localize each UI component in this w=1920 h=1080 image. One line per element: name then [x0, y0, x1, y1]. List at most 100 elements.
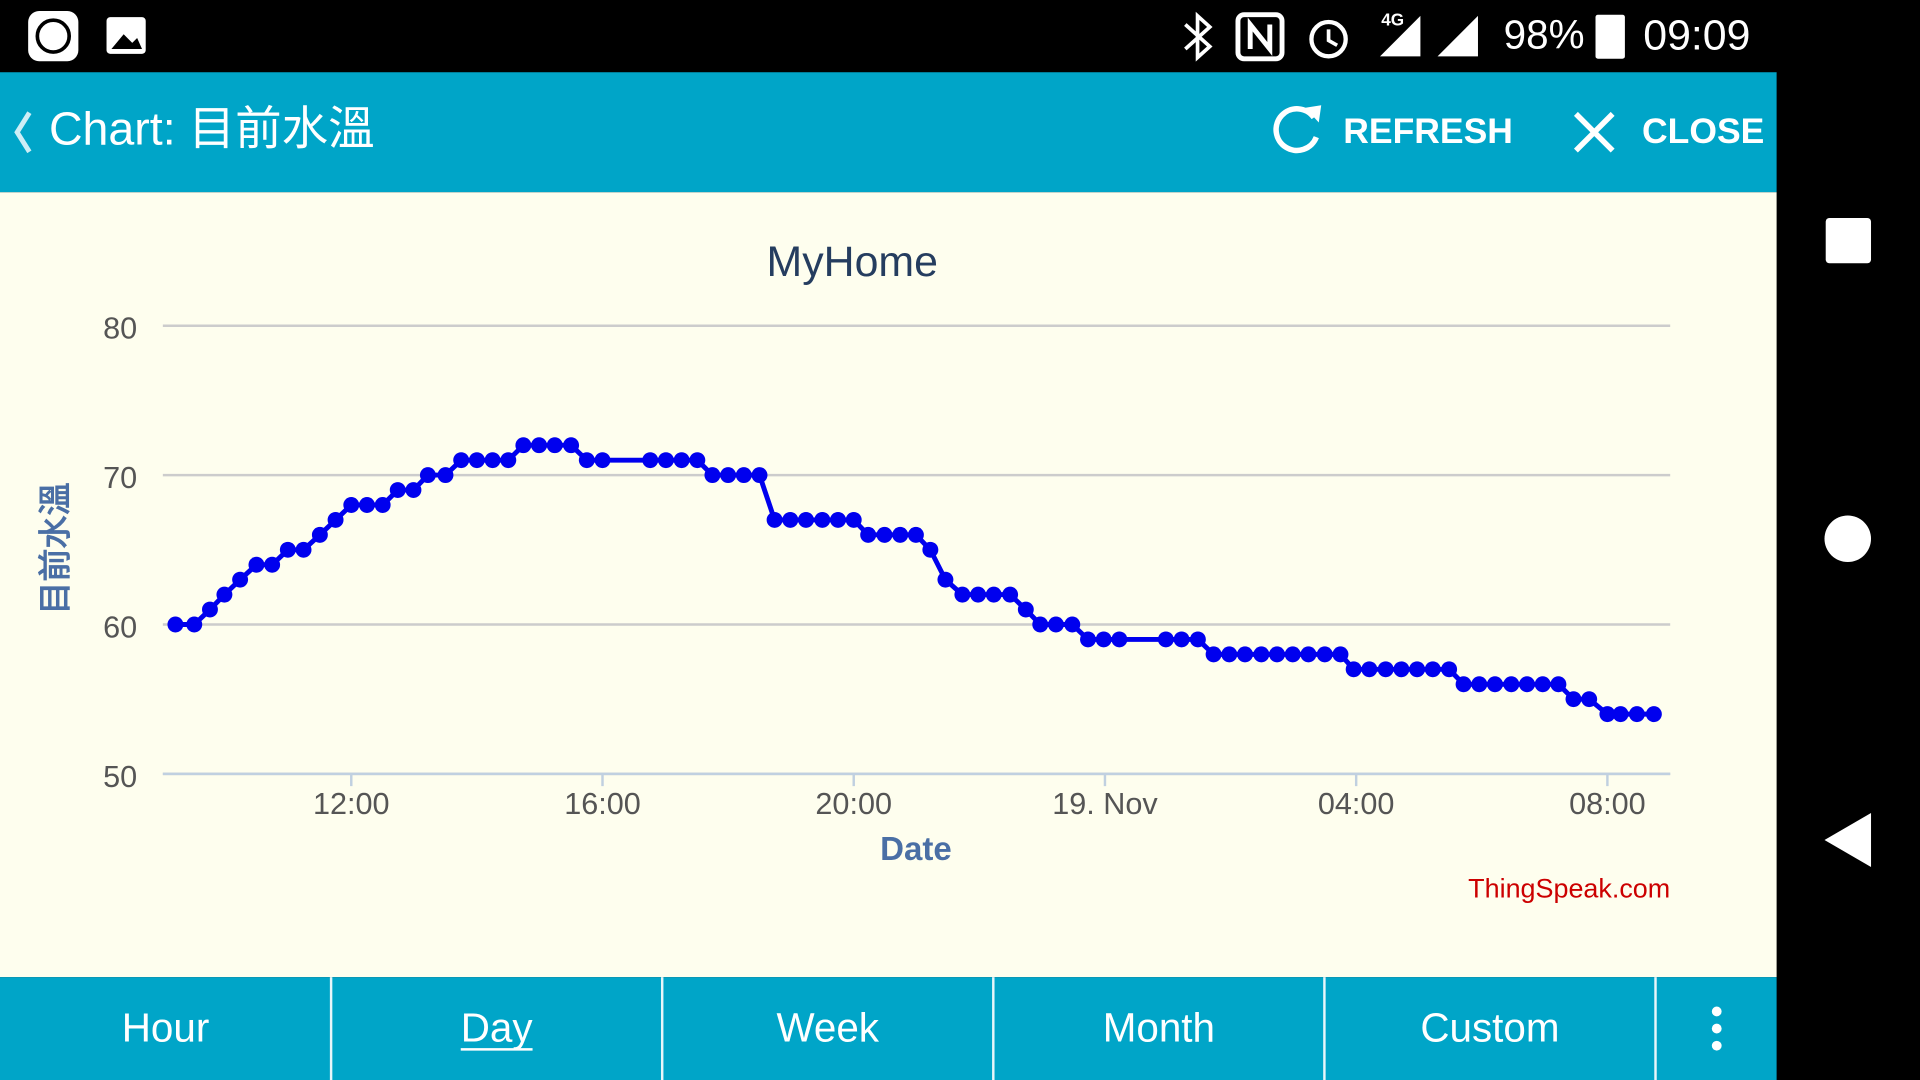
data-point: [167, 616, 184, 633]
close-icon[interactable]: [1573, 111, 1615, 153]
data-point: [1237, 646, 1253, 663]
data-point: [327, 511, 344, 528]
data-point: [1455, 676, 1472, 693]
data-point: [860, 526, 877, 543]
refresh-icon[interactable]: [1273, 106, 1319, 154]
back-nav-button[interactable]: [1824, 813, 1872, 867]
more-dot[interactable]: [1711, 1006, 1722, 1017]
data-point: [1393, 661, 1410, 678]
data-point: [232, 571, 249, 588]
data-point: [970, 586, 987, 603]
data-point: [500, 452, 517, 469]
tab[interactable]: Week: [776, 1005, 879, 1051]
data-point: [186, 616, 203, 633]
data-point: [1471, 676, 1488, 693]
data-point: [814, 511, 831, 528]
data-point: [1316, 646, 1333, 663]
tab[interactable]: Custom: [1420, 1005, 1559, 1051]
x-tick-label: 20:00: [815, 787, 892, 821]
data-point: [1534, 676, 1551, 693]
refresh-icon-arrow[interactable]: [1305, 105, 1322, 123]
data-point: [782, 511, 799, 528]
y-axis-title: 目前水溫: [36, 482, 74, 614]
data-point: [359, 497, 375, 513]
data-point: [405, 482, 422, 498]
data-point: [311, 526, 328, 543]
data-point: [1080, 631, 1096, 648]
data-point: [1189, 631, 1206, 648]
data-point: [1221, 646, 1238, 663]
data-point: [1300, 646, 1317, 663]
data-point: [642, 452, 659, 469]
data-point: [1064, 616, 1081, 633]
app-title: Chart: 目前水溫: [49, 103, 375, 155]
close-button[interactable]: CLOSE: [1642, 111, 1764, 151]
data-point: [248, 556, 265, 573]
data-point: [1111, 631, 1128, 648]
data-point: [657, 452, 674, 469]
data-point: [1048, 616, 1064, 633]
more-dot[interactable]: [1711, 1040, 1722, 1051]
chart-area: [0, 192, 1777, 978]
data-point: [876, 526, 893, 543]
data-point: [1409, 661, 1426, 678]
data-point: [531, 437, 548, 454]
app-bar: [0, 72, 1777, 193]
tab[interactable]: Month: [1103, 1005, 1215, 1051]
data-point: [202, 601, 218, 618]
data-point: [735, 467, 752, 484]
tab[interactable]: Day: [461, 1005, 534, 1051]
data-point: [845, 511, 862, 528]
data-point: [1565, 691, 1582, 708]
y-tick-label: 60: [103, 610, 137, 644]
signal-icon: [1380, 15, 1421, 57]
data-point: [1361, 661, 1378, 678]
data-point: [1377, 661, 1394, 678]
data-point: [546, 437, 563, 454]
data-point: [295, 541, 312, 558]
app-icon-ring: [35, 18, 72, 54]
data-point: [1645, 706, 1662, 723]
bluetooth-icon: [1184, 11, 1213, 62]
recent-apps-button[interactable]: [1825, 217, 1872, 264]
data-point: [484, 452, 501, 469]
home-button[interactable]: [1824, 515, 1872, 563]
x-axis-title: Date: [880, 831, 952, 868]
chart: MyHome Date 目前水溫 ThingSpeak.com 50 60 70 80…: [36, 238, 1670, 904]
data-point: [830, 511, 846, 528]
data-point: [720, 467, 737, 484]
data-point: [1284, 646, 1301, 663]
signal-icon: [1437, 15, 1478, 57]
tab[interactable]: Hour: [122, 1005, 210, 1051]
data-point: [419, 467, 436, 484]
data-point: [985, 586, 1002, 603]
clock: 09:09: [1643, 11, 1750, 59]
y-tick-label: 80: [103, 312, 137, 346]
data-point: [954, 586, 971, 603]
data-point: [1253, 646, 1270, 663]
data-point: [1269, 646, 1285, 663]
data-point: [766, 511, 783, 528]
data-point: [892, 526, 909, 543]
credit[interactable]: ThingSpeak.com: [1468, 873, 1670, 903]
data-point: [922, 541, 939, 558]
back-button[interactable]: [14, 111, 32, 154]
data-point: [798, 511, 814, 528]
x-tick-label: 04:00: [1318, 787, 1395, 821]
more-dot[interactable]: [1711, 1023, 1722, 1034]
status-bar: [0, 0, 1920, 73]
refresh-button[interactable]: REFRESH: [1343, 111, 1513, 151]
network-type: 4G: [1381, 9, 1404, 29]
tab-bar: [0, 977, 1777, 1080]
data-point: [907, 526, 924, 543]
data-point: [515, 437, 532, 454]
data-point: [1017, 601, 1034, 618]
data-point: [937, 571, 954, 588]
data-point: [1173, 631, 1190, 648]
nfc-icon: [1235, 12, 1285, 62]
data-point: [1628, 706, 1645, 723]
data-point: [437, 467, 454, 484]
data-point: [279, 541, 296, 558]
data-point: [1441, 661, 1458, 678]
data-point: [389, 482, 406, 498]
